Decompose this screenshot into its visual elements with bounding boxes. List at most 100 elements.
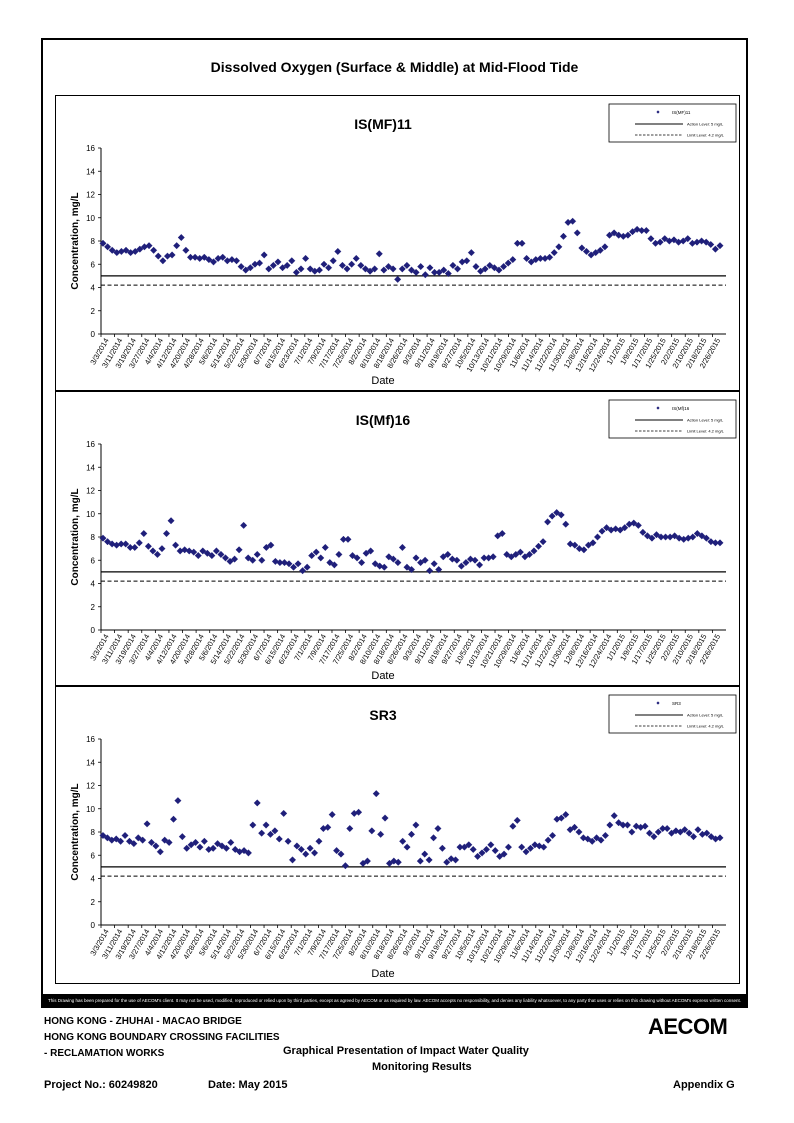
data-point (509, 822, 517, 830)
data-point (605, 231, 614, 239)
data-point (306, 265, 314, 273)
data-point (477, 267, 485, 275)
y-tick-label: 4 (91, 284, 96, 293)
data-point (454, 265, 462, 273)
data-point (242, 266, 250, 274)
data-point (407, 830, 416, 838)
data-point (271, 827, 279, 835)
data-point (562, 520, 570, 528)
data-point (518, 843, 526, 851)
data-point (227, 838, 235, 846)
legend-limit-label: Limit Level: 4.2 mg/L (687, 429, 725, 434)
data-point (648, 534, 656, 542)
data-point (426, 264, 434, 272)
data-point (535, 542, 543, 550)
data-point (569, 217, 577, 225)
legend-series-marker (656, 406, 660, 410)
data-point (589, 539, 597, 547)
data-point (598, 527, 606, 535)
data-point (601, 831, 609, 839)
y-tick-label: 14 (86, 167, 95, 176)
data-point (601, 243, 609, 251)
data-point (494, 532, 502, 540)
data-point (104, 538, 112, 546)
data-point (641, 822, 649, 830)
data-point (280, 559, 288, 567)
data-point (412, 554, 420, 562)
data-point (513, 816, 521, 824)
data-point (117, 837, 125, 845)
data-point (610, 812, 618, 820)
data-point (587, 251, 595, 259)
y-tick-label: 6 (91, 851, 96, 860)
y-tick-label: 12 (86, 782, 95, 791)
data-point (99, 534, 107, 542)
data-point (260, 251, 268, 259)
data-point (440, 266, 448, 274)
data-point (294, 560, 302, 568)
y-tick-label: 16 (86, 440, 95, 449)
data-point (628, 828, 636, 836)
data-point (553, 509, 561, 517)
data-point (703, 829, 711, 837)
data-point (145, 242, 153, 250)
data-point (99, 239, 107, 247)
data-point (267, 541, 275, 549)
data-point (381, 814, 389, 822)
data-point (380, 563, 388, 571)
data-point (328, 811, 336, 819)
y-axis-label: Concentration, mg/L (70, 783, 81, 880)
data-point (633, 225, 641, 233)
data-point (452, 856, 460, 864)
data-point (99, 831, 107, 839)
legend-box (608, 694, 737, 734)
data-point (596, 246, 604, 254)
data-point (575, 828, 583, 836)
data-point (634, 521, 642, 529)
data-point (205, 256, 213, 264)
data-point (265, 265, 273, 273)
data-point (284, 837, 292, 845)
data-point (500, 263, 508, 271)
data-point (288, 257, 296, 265)
data-point (466, 555, 474, 563)
data-point (407, 566, 416, 574)
data-point (689, 533, 697, 541)
data-point (371, 265, 379, 273)
data-point (398, 265, 406, 273)
footer-project-line3: - RECLAMATION WORKS (44, 1048, 165, 1059)
data-point (334, 247, 342, 255)
data-point (144, 542, 152, 550)
data-point (503, 550, 511, 558)
data-point (349, 552, 357, 560)
data-point (652, 531, 660, 539)
data-point (449, 261, 457, 269)
data-point (325, 264, 333, 272)
data-point (407, 266, 416, 274)
data-point (417, 263, 425, 271)
y-tick-label: 10 (86, 805, 95, 814)
data-point (177, 234, 185, 242)
data-point (448, 555, 456, 563)
data-point (108, 246, 116, 254)
data-point (447, 855, 455, 863)
y-tick-label: 6 (91, 260, 96, 269)
data-point (159, 257, 167, 265)
data-point (297, 265, 305, 273)
data-point (329, 257, 337, 265)
data-point (403, 563, 411, 571)
data-point (472, 263, 480, 271)
data-point (500, 850, 508, 858)
data-point (163, 530, 171, 538)
data-point (208, 552, 216, 560)
y-tick-label: 12 (86, 487, 95, 496)
footer-appendix: Appendix G (673, 1079, 735, 1091)
data-point (135, 539, 143, 547)
data-point (377, 830, 385, 838)
data-point (181, 546, 189, 554)
data-point (434, 825, 442, 833)
data-point (453, 556, 461, 564)
data-point (321, 543, 329, 551)
data-point (444, 270, 452, 278)
